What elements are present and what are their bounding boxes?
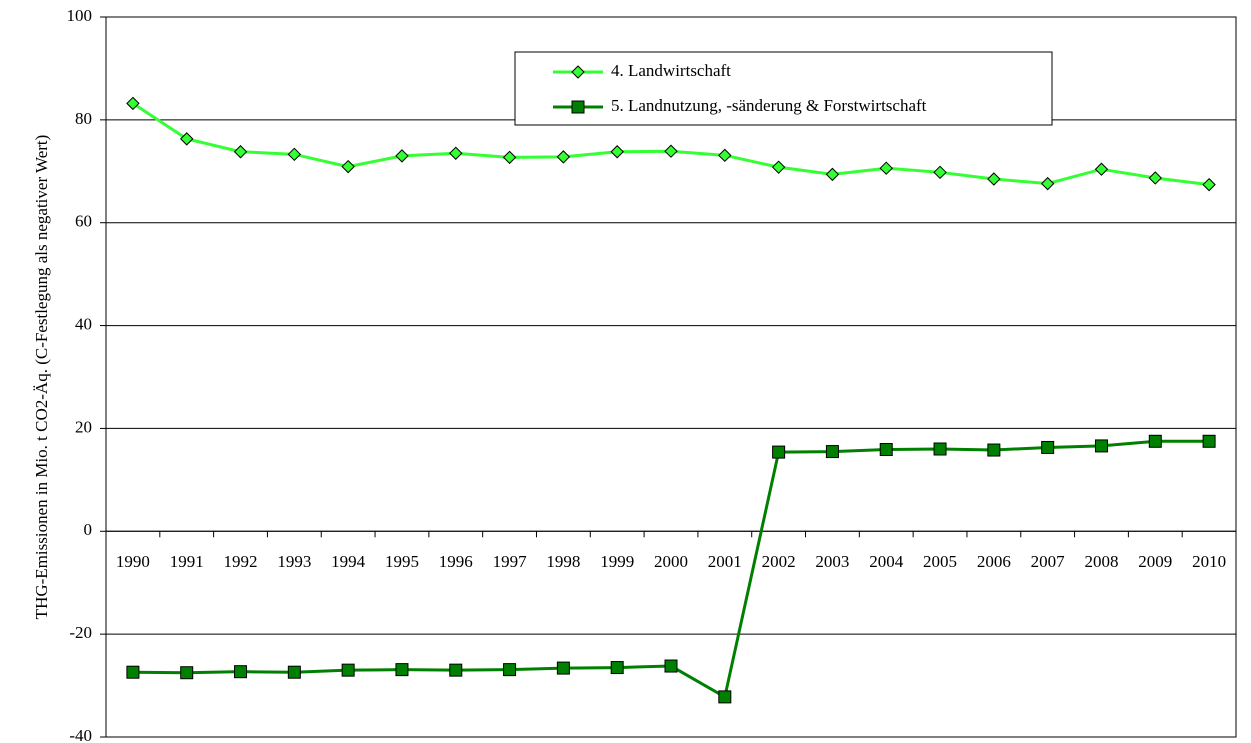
- x-tick-label: 1999: [600, 552, 634, 571]
- y-tick-label: -20: [69, 623, 92, 642]
- data-point: [233, 145, 248, 159]
- x-tick-label: 2008: [1084, 552, 1118, 571]
- x-tick-label: 2010: [1192, 552, 1226, 571]
- plot-border: [105, 16, 1237, 738]
- x-tick-label: 1992: [224, 552, 258, 571]
- data-point: [287, 665, 301, 679]
- data-point: [987, 172, 1001, 186]
- data-point: [772, 445, 786, 459]
- data-point: [718, 148, 732, 163]
- y-axis-title: THG-Emissionen in Mio. t CO2-Äq. (C-Fest…: [32, 135, 51, 620]
- data-point: [664, 659, 678, 673]
- data-point: [126, 665, 140, 679]
- x-tick-label: 1996: [439, 552, 473, 571]
- x-tick-label: 2000: [654, 552, 688, 571]
- y-tick-label: -40: [69, 726, 92, 743]
- data-point: [180, 132, 194, 146]
- data-point: [664, 144, 678, 158]
- data-point: [1094, 439, 1108, 453]
- x-tick-label: 2009: [1138, 552, 1172, 571]
- data-point: [126, 96, 140, 111]
- data-point: [180, 666, 194, 680]
- data-point: [395, 149, 409, 163]
- x-tick-label: 1993: [277, 552, 311, 571]
- data-point: [879, 443, 893, 457]
- data-point: [610, 661, 624, 675]
- data-point: [1202, 434, 1216, 448]
- x-tick-label: 1991: [170, 552, 204, 571]
- x-tick-label: 2001: [708, 552, 742, 571]
- data-point: [987, 443, 1001, 457]
- x-tick-label: 2006: [977, 552, 1011, 571]
- data-point: [825, 167, 840, 182]
- data-point: [933, 442, 947, 456]
- data-point: [933, 165, 947, 180]
- x-tick-label: 2003: [815, 552, 849, 571]
- data-point: [341, 159, 355, 174]
- x-tick-label: 2004: [869, 552, 904, 571]
- x-tick-label: 2005: [923, 552, 957, 571]
- data-point: [879, 161, 893, 175]
- y-tick-label: 40: [75, 314, 92, 333]
- x-tick-label: 1995: [385, 552, 419, 571]
- data-point: [502, 150, 517, 165]
- legend-box: [514, 51, 1053, 126]
- y-tick-label: 100: [67, 6, 93, 25]
- data-point: [718, 690, 732, 704]
- data-point: [1148, 434, 1162, 448]
- data-point: [771, 160, 786, 174]
- x-tick-label: 1997: [493, 552, 528, 571]
- y-tick-label: 20: [75, 417, 92, 436]
- y-tick-label: 60: [75, 212, 92, 231]
- x-tick-label: 1998: [546, 552, 580, 571]
- data-point: [1041, 440, 1055, 454]
- legend-label: 5. Landnutzung, -sänderung & Forstwirtsc…: [611, 96, 927, 115]
- legend-marker: [571, 100, 585, 114]
- data-point: [395, 663, 409, 677]
- x-tick-label: 2002: [762, 552, 796, 571]
- data-point: [1040, 176, 1055, 191]
- x-tick-label: 2007: [1031, 552, 1066, 571]
- data-point: [556, 661, 570, 675]
- data-point: [234, 665, 248, 679]
- data-point: [503, 663, 517, 677]
- data-point: [556, 150, 571, 164]
- data-point: [449, 663, 463, 677]
- data-point: [1094, 162, 1109, 176]
- y-tick-label: 0: [84, 520, 93, 539]
- data-point: [610, 145, 624, 159]
- data-point: [825, 445, 839, 459]
- y-tick-label: 80: [75, 109, 92, 128]
- x-tick-label: 1994: [331, 552, 366, 571]
- data-point: [1148, 171, 1162, 185]
- data-point: [449, 146, 463, 160]
- x-tick-label: 1990: [116, 552, 150, 571]
- legend-marker: [571, 65, 585, 79]
- data-point: [1202, 177, 1216, 192]
- data-point: [341, 663, 355, 677]
- data-point: [287, 147, 302, 162]
- legend-label: 4. Landwirtschaft: [611, 61, 731, 80]
